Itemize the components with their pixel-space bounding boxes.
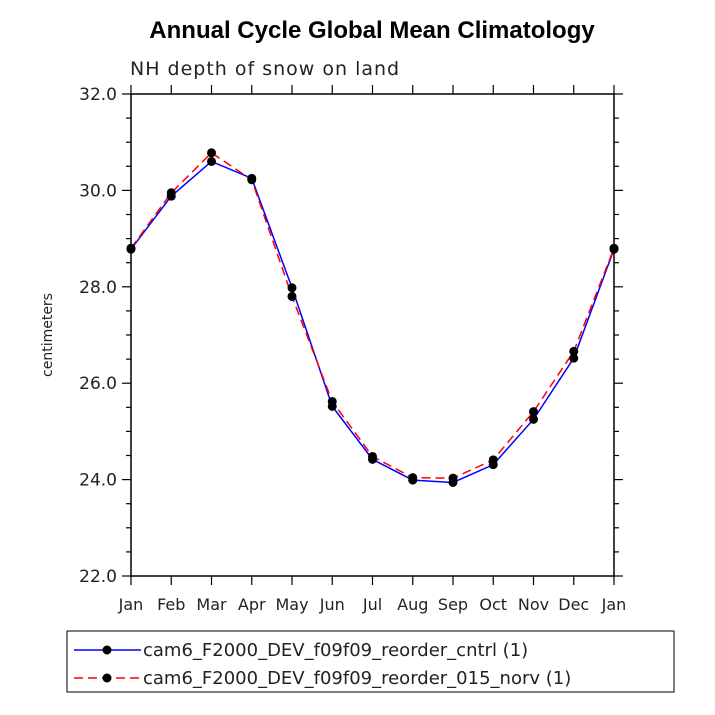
- x-tick-label: Jan: [118, 595, 144, 614]
- x-tick-label: Sep: [438, 595, 468, 614]
- series-1-point: [569, 353, 579, 363]
- series-2-point: [126, 243, 136, 253]
- x-tick-label: Aug: [397, 595, 428, 614]
- series-2-point: [448, 473, 458, 483]
- legend-marker-2: [102, 673, 112, 683]
- axis-ticks: [122, 85, 623, 585]
- legend-marker-1: [102, 645, 112, 655]
- legend: cam6_F2000_DEV_f09f09_reorder_cntrl (1) c…: [74, 640, 571, 689]
- series-2-point: [247, 175, 257, 185]
- y-tick-label: 28.0: [79, 278, 117, 298]
- series-1-point: [529, 414, 538, 424]
- series-2-point: [368, 451, 377, 461]
- series-2-point: [529, 407, 538, 417]
- x-tick-label: Dec: [558, 595, 589, 614]
- y-tick-label: 24.0: [79, 471, 117, 491]
- series-2-point: [569, 346, 579, 356]
- series-2-point: [166, 188, 176, 198]
- x-tick-label: Jul: [362, 595, 382, 614]
- legend-box: [66, 630, 675, 693]
- x-tick-label: Jan: [601, 595, 627, 614]
- series-points: [126, 148, 619, 487]
- legend-label-2: cam6_F2000_DEV_f09f09_reorder_015_norv (…: [143, 668, 571, 689]
- series-1-point: [287, 283, 297, 293]
- chart-subtitle: NH depth of snow on land: [130, 58, 400, 80]
- series-line-1: [130, 160, 615, 484]
- y-tick-label: 30.0: [79, 181, 117, 201]
- series-2-point: [408, 473, 418, 483]
- series-2-point: [287, 291, 297, 301]
- y-tick-label: 32.0: [79, 85, 117, 105]
- series-line-2: [130, 151, 615, 479]
- x-tick-label: Oct: [479, 595, 507, 614]
- x-tick-label: Feb: [157, 595, 185, 614]
- x-tick-labels: Jan Feb Mar Apr May Jun Jul Aug Sep Oct Nov Dec Jan: [118, 595, 627, 614]
- series-2-point: [609, 243, 619, 253]
- series-2-point: [207, 148, 216, 158]
- series-lines: [130, 151, 615, 484]
- y-tick-label: 22.0: [79, 567, 117, 587]
- series-2-point: [488, 455, 498, 465]
- series-2-point: [327, 397, 337, 407]
- chart-title: Annual Cycle Global Mean Climatology: [149, 17, 595, 44]
- x-tick-label: Jun: [319, 595, 345, 614]
- x-tick-label: May: [275, 595, 308, 614]
- x-tick-label: Nov: [518, 595, 549, 614]
- plot-frame: [130, 93, 615, 577]
- y-axis-label: centimeters: [40, 293, 56, 377]
- series-1-point: [207, 156, 216, 166]
- x-tick-label: Apr: [238, 595, 266, 614]
- y-tick-labels: 22.0 24.0 26.0 28.0 30.0 32.0: [79, 85, 117, 587]
- legend-label-1: cam6_F2000_DEV_f09f09_reorder_cntrl (1): [143, 640, 528, 661]
- y-tick-label: 26.0: [79, 374, 117, 394]
- x-tick-label: Mar: [196, 595, 227, 614]
